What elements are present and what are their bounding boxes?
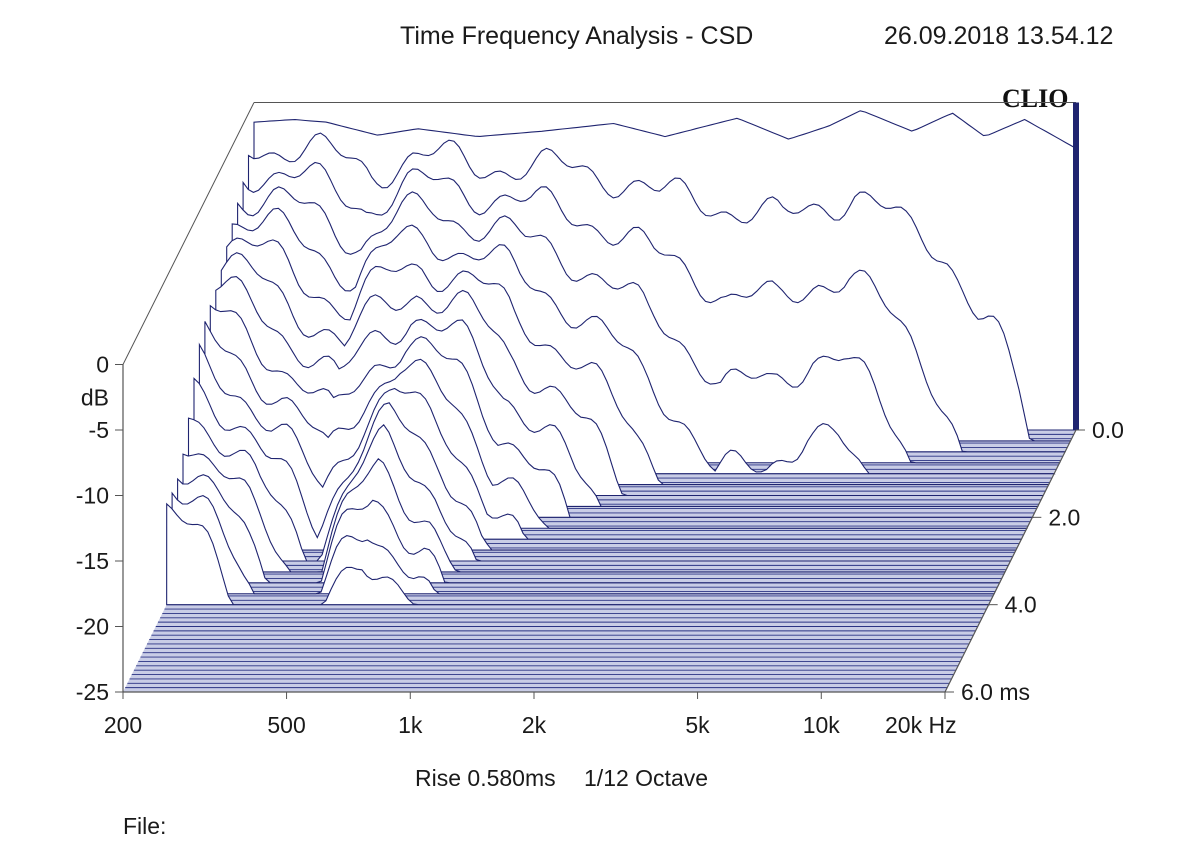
timestamp: 26.09.2018 13.54.12	[884, 22, 1114, 50]
db-tick-label: -10	[76, 483, 109, 509]
db-tick-label: -25	[76, 679, 109, 705]
db-tick-label: -15	[76, 548, 109, 574]
time-tick-label: 6.0 ms	[961, 679, 1030, 705]
time-tick-label: 4.0	[1005, 592, 1037, 618]
file-label: File:	[123, 813, 167, 839]
depth-edge-left	[122, 102, 255, 365]
db-tick-label: 0	[96, 352, 109, 378]
freq-tick-label: 2k	[522, 712, 547, 738]
freq-tick-label: 200	[104, 712, 142, 738]
axis-ticks: 0 -5 -10 -15 -20 -25 dB 200 500 1k 2k 5k 10k 20k Hz 0.…	[76, 352, 1124, 739]
decay-slice-3.75ms	[171, 491, 996, 595]
brand-logo: CLIO	[1002, 84, 1069, 113]
db-axis-label: dB	[81, 384, 109, 410]
db-tick-label: -5	[89, 417, 109, 443]
time-axis-line	[944, 429, 1077, 693]
freq-tick-label: 1k	[398, 712, 423, 738]
chart-title: Time Frequency Analysis - CSD	[400, 22, 754, 50]
freq-tick-label: 10k	[803, 712, 841, 738]
measurement-info: Rise 0.580ms 1/12 Octave	[415, 765, 730, 792]
freq-tick-label: 5k	[685, 712, 710, 738]
rise-time: Rise 0.580ms	[415, 765, 556, 791]
octave-resolution: 1/12 Octave	[584, 765, 709, 791]
decay-slices	[166, 110, 1077, 606]
decay-slice-4ms	[166, 502, 991, 606]
time-tick-label: 0.0	[1092, 417, 1124, 443]
time-tick-label: 2.0	[1048, 504, 1080, 530]
db-tick-label: -20	[76, 614, 109, 640]
freq-tick-label: 20k Hz	[885, 712, 957, 738]
freq-tick-label: 500	[267, 712, 305, 738]
